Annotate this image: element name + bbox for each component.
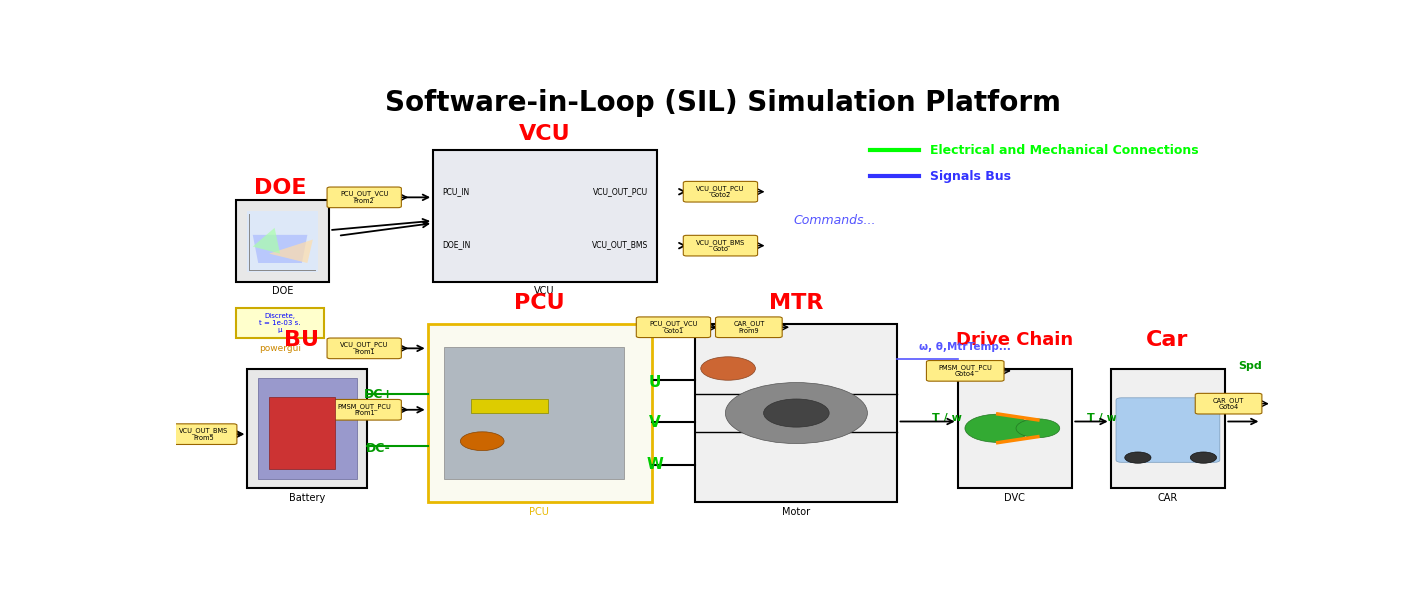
FancyBboxPatch shape: [957, 368, 1072, 488]
Polygon shape: [247, 211, 319, 272]
Polygon shape: [269, 239, 313, 263]
Text: Battery: Battery: [289, 493, 326, 503]
FancyBboxPatch shape: [258, 378, 357, 479]
Circle shape: [964, 414, 1031, 442]
Text: PCU: PCU: [529, 507, 548, 517]
FancyBboxPatch shape: [1117, 398, 1220, 462]
FancyBboxPatch shape: [237, 308, 324, 338]
Text: PMSM_OUT_PCU
Goto4: PMSM_OUT_PCU Goto4: [938, 364, 993, 378]
Text: CAR: CAR: [1158, 493, 1177, 503]
Circle shape: [1017, 419, 1060, 438]
FancyBboxPatch shape: [715, 317, 783, 337]
Polygon shape: [252, 235, 307, 263]
Text: DVC: DVC: [1004, 493, 1025, 503]
FancyBboxPatch shape: [433, 150, 657, 282]
Circle shape: [1190, 452, 1217, 463]
Text: Electrical and Mechanical Connections: Electrical and Mechanical Connections: [931, 144, 1198, 157]
Text: DOE_IN: DOE_IN: [441, 240, 470, 248]
Text: U: U: [649, 375, 661, 390]
Text: T / w: T / w: [1087, 413, 1117, 423]
Text: VCU_OUT_BMS: VCU_OUT_BMS: [592, 240, 649, 248]
Circle shape: [460, 432, 505, 451]
Text: DOE: DOE: [272, 286, 293, 297]
Circle shape: [725, 382, 867, 443]
FancyBboxPatch shape: [1111, 368, 1225, 488]
Text: VCU_OUT_PCU: VCU_OUT_PCU: [594, 187, 649, 195]
Text: CAR_OUT
From9: CAR_OUT From9: [733, 320, 764, 334]
Text: Commands...: Commands...: [794, 214, 876, 227]
Text: Drive Chain: Drive Chain: [956, 331, 1073, 350]
FancyBboxPatch shape: [444, 347, 625, 479]
Text: DC-: DC-: [367, 442, 391, 455]
FancyBboxPatch shape: [247, 368, 368, 488]
Circle shape: [701, 357, 756, 380]
Text: VCU: VCU: [534, 286, 554, 297]
Text: PCU_IN: PCU_IN: [441, 187, 470, 195]
Text: CAR_OUT
Goto4: CAR_OUT Goto4: [1213, 397, 1244, 410]
FancyBboxPatch shape: [636, 317, 711, 337]
Text: MTR: MTR: [768, 293, 823, 313]
Text: Spd: Spd: [1238, 361, 1262, 371]
Text: VCU_OUT_BMS
From5: VCU_OUT_BMS From5: [179, 428, 228, 441]
FancyBboxPatch shape: [327, 187, 402, 208]
Text: PCU_OUT_VCU
From2: PCU_OUT_VCU From2: [340, 191, 388, 204]
FancyBboxPatch shape: [171, 424, 237, 445]
Text: Software-in-Loop (SIL) Simulation Platform: Software-in-Loop (SIL) Simulation Platfo…: [385, 90, 1060, 118]
FancyBboxPatch shape: [327, 338, 402, 359]
FancyBboxPatch shape: [684, 181, 757, 202]
Circle shape: [1125, 452, 1151, 463]
Text: T / w: T / w: [932, 413, 962, 423]
Text: Discrete,
t = 1e-03 s.
µ: Discrete, t = 1e-03 s. µ: [259, 313, 300, 333]
FancyBboxPatch shape: [1196, 393, 1262, 414]
FancyBboxPatch shape: [237, 200, 330, 282]
Text: VCU_OUT_PCU
Goto2: VCU_OUT_PCU Goto2: [697, 185, 744, 199]
Text: powergui: powergui: [259, 343, 302, 353]
Text: PMSM_OUT_PCU
From1: PMSM_OUT_PCU From1: [337, 403, 391, 417]
Text: DOE: DOE: [254, 178, 306, 198]
Text: ω, θ,MtrTemp...: ω, θ,MtrTemp...: [919, 342, 1011, 353]
Text: DC+: DC+: [364, 388, 393, 401]
Text: BU: BU: [285, 330, 320, 350]
Text: Car: Car: [1146, 330, 1189, 350]
Text: VCU: VCU: [519, 124, 570, 144]
Text: W: W: [646, 457, 663, 472]
Text: Signals Bus: Signals Bus: [931, 170, 1011, 183]
Text: PCU_OUT_VCU
Goto1: PCU_OUT_VCU Goto1: [649, 320, 698, 334]
FancyBboxPatch shape: [684, 235, 757, 256]
FancyBboxPatch shape: [471, 399, 548, 413]
FancyBboxPatch shape: [269, 396, 334, 470]
Text: V: V: [649, 415, 661, 430]
FancyBboxPatch shape: [695, 324, 897, 502]
Circle shape: [764, 399, 829, 427]
FancyBboxPatch shape: [327, 400, 402, 420]
Text: PCU: PCU: [513, 293, 564, 313]
Polygon shape: [252, 228, 281, 253]
Text: Motor: Motor: [781, 507, 809, 517]
Text: VCU_OUT_BMS
Goto: VCU_OUT_BMS Goto: [695, 239, 744, 252]
FancyBboxPatch shape: [926, 361, 1004, 381]
FancyBboxPatch shape: [427, 324, 651, 502]
Text: VCU_OUT_PCU
From1: VCU_OUT_PCU From1: [340, 342, 388, 355]
